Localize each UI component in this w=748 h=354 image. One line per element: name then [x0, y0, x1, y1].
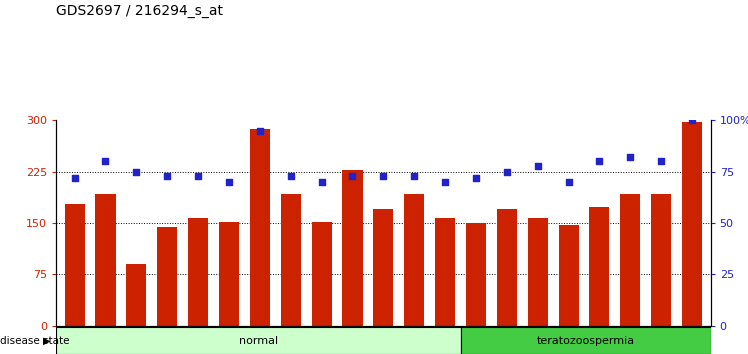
Point	[162, 173, 174, 179]
Bar	[620, 194, 640, 326]
Point	[593, 159, 605, 164]
Bar	[250, 129, 270, 326]
Point	[285, 173, 297, 179]
Point	[254, 128, 266, 133]
Bar	[466, 223, 486, 326]
Bar	[497, 209, 517, 326]
Text: teratozoospermia: teratozoospermia	[537, 336, 635, 346]
Point	[439, 179, 451, 185]
Bar	[404, 194, 424, 326]
Bar	[219, 222, 239, 326]
Bar	[280, 194, 301, 326]
Bar	[373, 209, 393, 326]
FancyBboxPatch shape	[56, 327, 462, 354]
Point	[655, 159, 667, 164]
Bar	[312, 222, 331, 326]
Point	[501, 169, 513, 175]
Text: normal: normal	[239, 336, 278, 346]
Bar	[64, 204, 85, 326]
Bar	[96, 194, 115, 326]
Text: GDS2697 / 216294_s_at: GDS2697 / 216294_s_at	[56, 4, 223, 18]
Point	[130, 169, 142, 175]
Bar	[157, 227, 177, 326]
Text: disease state: disease state	[0, 336, 70, 346]
Bar	[126, 264, 147, 326]
Point	[192, 173, 204, 179]
Bar	[188, 218, 208, 326]
Point	[223, 179, 235, 185]
Point	[316, 179, 328, 185]
Point	[69, 175, 81, 181]
Bar	[343, 170, 363, 326]
Point	[562, 179, 574, 185]
Bar	[682, 122, 702, 326]
Bar	[527, 218, 548, 326]
Bar	[589, 207, 610, 326]
Point	[625, 154, 637, 160]
Point	[470, 175, 482, 181]
Point	[408, 173, 420, 179]
Point	[377, 173, 389, 179]
Bar	[435, 218, 455, 326]
Point	[686, 118, 698, 123]
Point	[99, 159, 111, 164]
Bar	[559, 225, 579, 326]
FancyBboxPatch shape	[462, 327, 711, 354]
Point	[532, 163, 544, 169]
Point	[346, 173, 358, 179]
Bar	[652, 194, 671, 326]
Text: ▶: ▶	[43, 336, 51, 346]
